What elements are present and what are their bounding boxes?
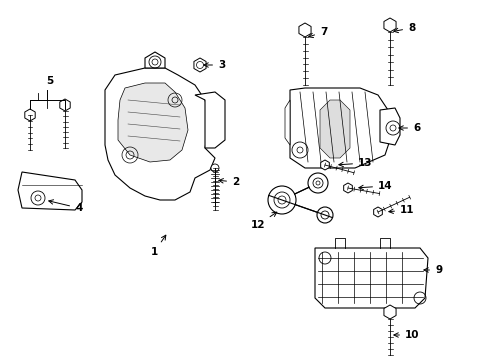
Polygon shape [25, 109, 35, 121]
Polygon shape [118, 83, 188, 162]
Text: 13: 13 [339, 158, 372, 168]
Polygon shape [374, 207, 382, 217]
Text: 9: 9 [424, 265, 442, 275]
Polygon shape [320, 100, 350, 158]
Circle shape [268, 186, 296, 214]
Polygon shape [18, 172, 82, 210]
Polygon shape [195, 92, 225, 148]
Text: 1: 1 [151, 235, 166, 257]
Text: 11: 11 [389, 205, 415, 215]
Polygon shape [290, 88, 390, 168]
Polygon shape [380, 108, 400, 145]
Polygon shape [384, 18, 396, 32]
Text: 5: 5 [47, 76, 53, 86]
Polygon shape [320, 160, 329, 170]
Circle shape [308, 173, 328, 193]
Text: 10: 10 [394, 330, 419, 340]
Text: 8: 8 [394, 23, 415, 33]
Polygon shape [299, 23, 311, 37]
Text: 2: 2 [219, 177, 239, 187]
Text: 3: 3 [204, 60, 225, 70]
Circle shape [317, 207, 333, 223]
Polygon shape [285, 100, 290, 145]
Polygon shape [145, 52, 165, 68]
Polygon shape [343, 183, 352, 193]
Text: 12: 12 [250, 212, 277, 230]
Circle shape [211, 164, 219, 172]
Text: 6: 6 [399, 123, 420, 133]
Text: 14: 14 [359, 181, 392, 191]
Circle shape [212, 165, 218, 171]
Polygon shape [384, 305, 396, 319]
Polygon shape [315, 248, 428, 308]
Polygon shape [194, 58, 206, 72]
Text: 7: 7 [309, 27, 327, 37]
Polygon shape [60, 99, 70, 111]
Polygon shape [105, 68, 215, 200]
Text: 4: 4 [49, 200, 82, 213]
